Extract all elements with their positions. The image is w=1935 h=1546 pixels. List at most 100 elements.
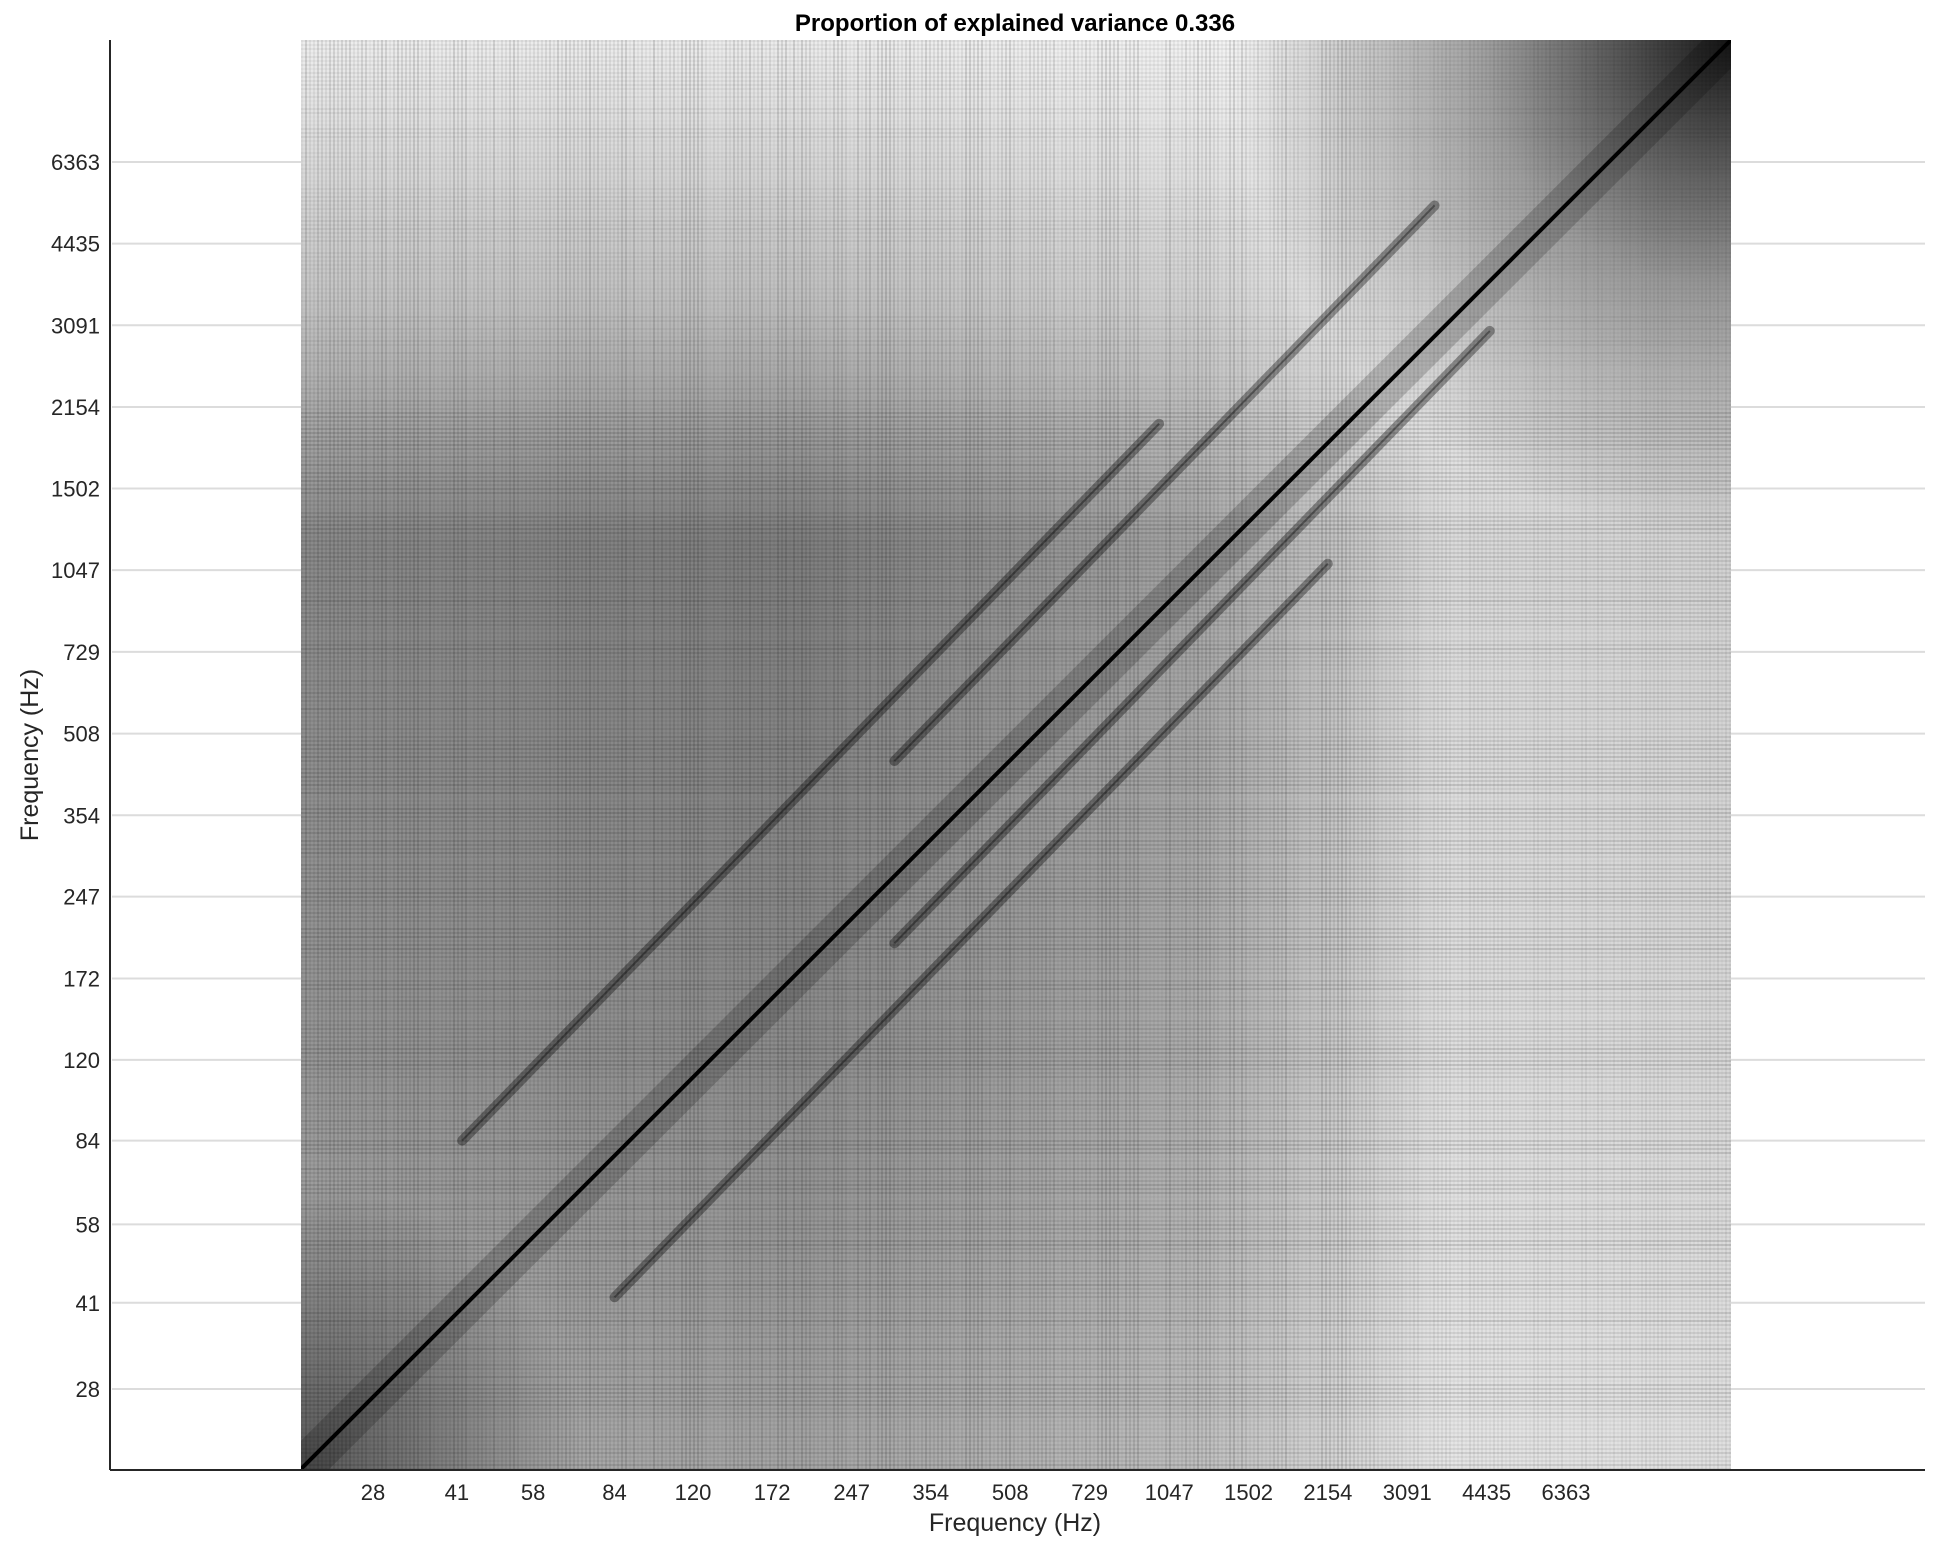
vertical-stripe — [621, 40, 623, 1469]
horizontal-stripe — [301, 864, 1731, 866]
horizontal-stripe — [301, 924, 1731, 926]
vertical-stripe — [733, 40, 735, 1469]
vertical-stripe — [385, 40, 387, 1469]
x-tick-label: 729 — [1071, 1480, 1108, 1505]
horizontal-stripe — [301, 228, 1731, 230]
horizontal-stripe — [301, 832, 1731, 834]
horizontal-stripe — [301, 1068, 1731, 1070]
horizontal-stripes — [301, 40, 1731, 1469]
vertical-stripe — [1725, 40, 1727, 1469]
horizontal-stripe — [301, 164, 1731, 166]
vertical-stripe — [985, 40, 987, 1469]
horizontal-stripe — [301, 1092, 1731, 1094]
horizontal-stripe — [301, 400, 1731, 402]
horizontal-stripe — [301, 700, 1731, 702]
vertical-stripe — [1689, 40, 1691, 1469]
horizontal-stripe — [301, 944, 1731, 946]
horizontal-stripe — [301, 1356, 1731, 1358]
horizontal-stripe — [301, 1452, 1731, 1454]
vertical-stripe — [589, 40, 591, 1469]
horizontal-stripe — [301, 940, 1731, 942]
vertical-stripe — [405, 40, 407, 1469]
horizontal-stripe — [301, 1032, 1731, 1034]
horizontal-stripe — [301, 1396, 1731, 1398]
vertical-stripe — [613, 40, 615, 1469]
horizontal-stripe — [301, 920, 1731, 922]
vertical-stripe — [1061, 40, 1063, 1469]
horizontal-stripe — [301, 1120, 1731, 1122]
horizontal-stripe — [301, 812, 1731, 814]
y-tick-label: 508 — [63, 722, 100, 747]
horizontal-stripe — [301, 808, 1731, 810]
horizontal-stripe — [301, 124, 1731, 126]
vertical-stripe — [333, 40, 335, 1469]
vertical-stripe — [981, 40, 983, 1469]
vertical-stripe — [433, 40, 435, 1469]
harmonic-ridge-core — [893, 330, 1491, 944]
horizontal-stripe — [301, 1044, 1731, 1046]
vertical-stripe — [1197, 40, 1199, 1469]
horizontal-stripe — [301, 44, 1731, 46]
vertical-stripe — [721, 40, 723, 1469]
horizontal-stripe — [301, 1184, 1731, 1186]
vertical-stripe — [581, 40, 583, 1469]
x-tick-label: 28 — [361, 1480, 385, 1505]
horizontal-stripe — [301, 1200, 1731, 1202]
vertical-stripe — [869, 40, 871, 1469]
vertical-stripe — [525, 40, 527, 1469]
horizontal-stripe — [301, 324, 1731, 326]
horizontal-stripe — [301, 372, 1731, 374]
vertical-stripe — [1561, 40, 1563, 1469]
horizontal-stripe — [301, 464, 1731, 466]
horizontal-stripe — [301, 928, 1731, 930]
horizontal-stripe — [301, 212, 1731, 214]
vertical-stripe — [1045, 40, 1047, 1469]
horizontal-stripe — [301, 468, 1731, 470]
horizontal-stripe — [301, 916, 1731, 918]
vertical-stripe — [905, 40, 907, 1469]
x-tick-label: 41 — [445, 1480, 469, 1505]
vertical-stripe — [653, 40, 655, 1469]
vertical-stripe — [413, 40, 415, 1469]
y-tick-label: 1047 — [51, 558, 100, 583]
vertical-stripe — [1417, 40, 1419, 1469]
vertical-stripe — [1441, 40, 1443, 1469]
horizontal-stripe — [301, 964, 1731, 966]
vertical-stripe — [401, 40, 403, 1469]
horizontal-stripe — [301, 412, 1731, 414]
vertical-stripe — [1365, 40, 1367, 1469]
horizontal-stripe — [301, 1304, 1731, 1306]
vertical-stripe — [865, 40, 867, 1469]
vertical-stripe — [353, 40, 355, 1469]
horizontal-stripe — [301, 312, 1731, 314]
vertical-stripe — [821, 40, 823, 1469]
vertical-stripe — [881, 40, 883, 1469]
horizontal-stripe — [301, 1172, 1731, 1174]
x-axis-label: Frequency (Hz) — [929, 1509, 1101, 1537]
horizontal-stripe — [301, 648, 1731, 650]
vertical-stripe — [1245, 40, 1247, 1469]
vertical-stripe — [789, 40, 791, 1469]
horizontal-stripe — [301, 948, 1731, 950]
vertical-stripe — [1221, 40, 1223, 1469]
vertical-stripe — [397, 40, 399, 1469]
horizontal-stripe — [301, 1464, 1731, 1466]
y-tick-label: 58 — [76, 1212, 100, 1237]
diagonal-line — [301, 40, 1731, 1469]
horizontal-stripe — [301, 528, 1731, 530]
horizontal-stripe — [301, 680, 1731, 682]
horizontal-stripe — [301, 328, 1731, 330]
horizontal-stripe — [301, 456, 1731, 458]
vertical-stripe — [345, 40, 347, 1469]
horizontal-stripe — [301, 1348, 1731, 1350]
horizontal-stripe — [301, 1288, 1731, 1290]
vertical-stripe — [1337, 40, 1339, 1469]
x-tick-label: 172 — [754, 1480, 791, 1505]
vertical-stripe — [457, 40, 459, 1469]
vertical-stripe — [1697, 40, 1699, 1469]
vertical-stripe — [817, 40, 819, 1469]
vertical-stripe — [1377, 40, 1379, 1469]
horizontal-stripe — [301, 336, 1731, 338]
vertical-stripe — [1413, 40, 1415, 1469]
horizontal-stripe — [301, 144, 1731, 146]
